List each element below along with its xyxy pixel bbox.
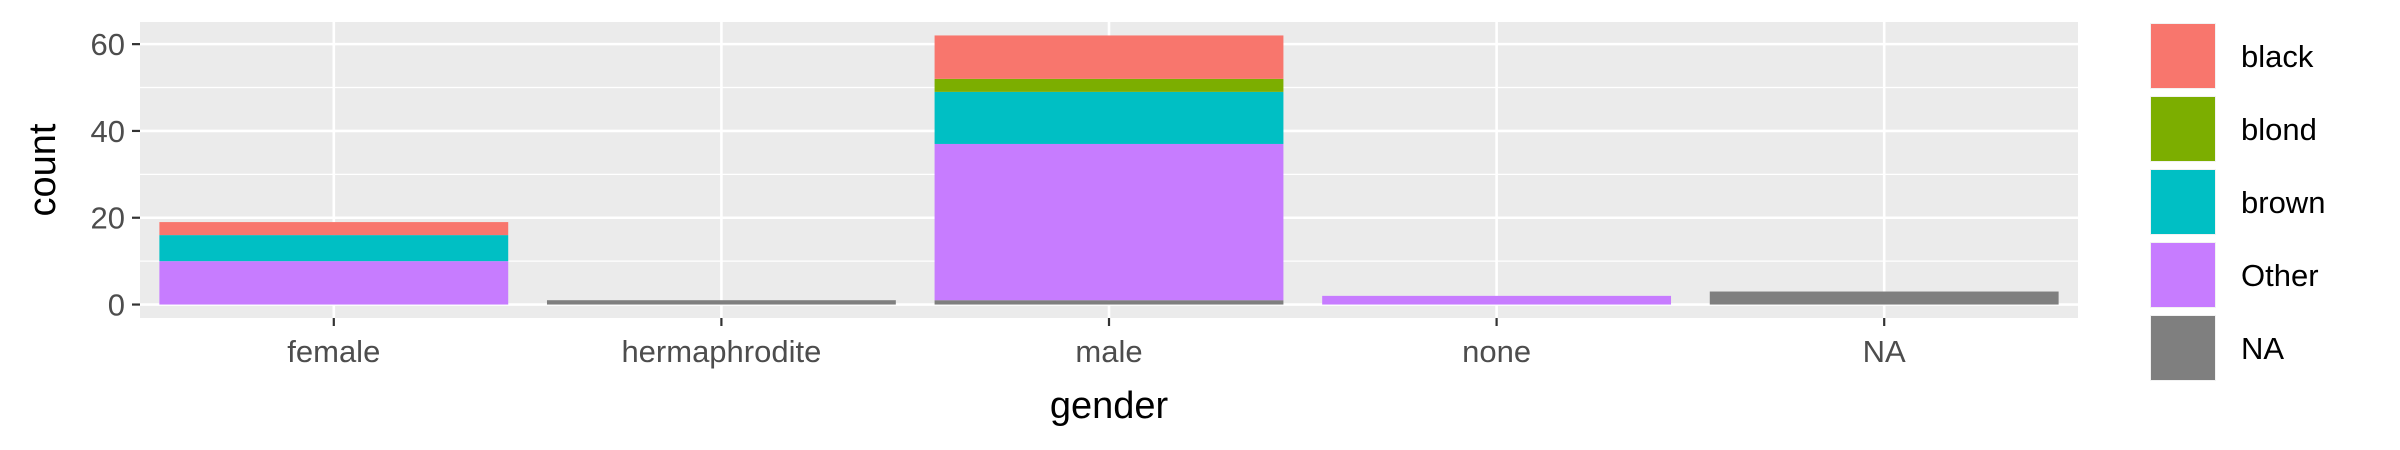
legend-label: Other bbox=[2241, 258, 2319, 293]
x-axis: female hermaphrodite male none NA bbox=[287, 318, 1906, 369]
bar-other-female bbox=[159, 261, 509, 305]
y-tick-label: 60 bbox=[91, 27, 125, 62]
legend-label: NA bbox=[2241, 331, 2284, 366]
y-axis: 0 20 40 60 bbox=[91, 27, 140, 323]
legend-swatch-brown bbox=[2151, 170, 2215, 234]
x-tick-label: male bbox=[1075, 334, 1142, 369]
bars bbox=[159, 35, 2059, 305]
legend-label: brown bbox=[2241, 185, 2325, 220]
x-tick-label: none bbox=[1462, 334, 1531, 369]
legend-swatch-black bbox=[2151, 24, 2215, 88]
bar-blond-male bbox=[934, 78, 1284, 92]
bar-na-hermaphrodite bbox=[546, 300, 896, 305]
y-tick-label: 20 bbox=[91, 201, 125, 236]
bar-black-male bbox=[934, 35, 1284, 79]
bar-na-na bbox=[1709, 291, 2059, 305]
bar-na-male bbox=[934, 300, 1284, 305]
y-tick-label: 40 bbox=[91, 114, 125, 149]
legend-label: blond bbox=[2241, 112, 2317, 147]
bar-brown-female bbox=[159, 235, 509, 262]
bar-brown-male bbox=[934, 91, 1284, 144]
bar-black-female bbox=[159, 222, 509, 236]
y-tick-label: 0 bbox=[108, 288, 125, 323]
x-tick-label: female bbox=[287, 334, 380, 369]
legend-label: black bbox=[2241, 39, 2314, 74]
x-axis-title: gender bbox=[1050, 385, 1169, 427]
x-tick-label: hermaphrodite bbox=[621, 334, 821, 369]
legend-swatch-na bbox=[2151, 316, 2215, 380]
bar-other-none bbox=[1322, 295, 1672, 305]
legend-swatch-blond bbox=[2151, 97, 2215, 161]
bar-other-male bbox=[934, 143, 1284, 301]
legend-swatch-other bbox=[2151, 243, 2215, 307]
legend: black blond brown Other NA bbox=[2150, 23, 2325, 381]
y-axis-title: count bbox=[22, 123, 64, 216]
x-tick-label: NA bbox=[1863, 334, 1906, 369]
